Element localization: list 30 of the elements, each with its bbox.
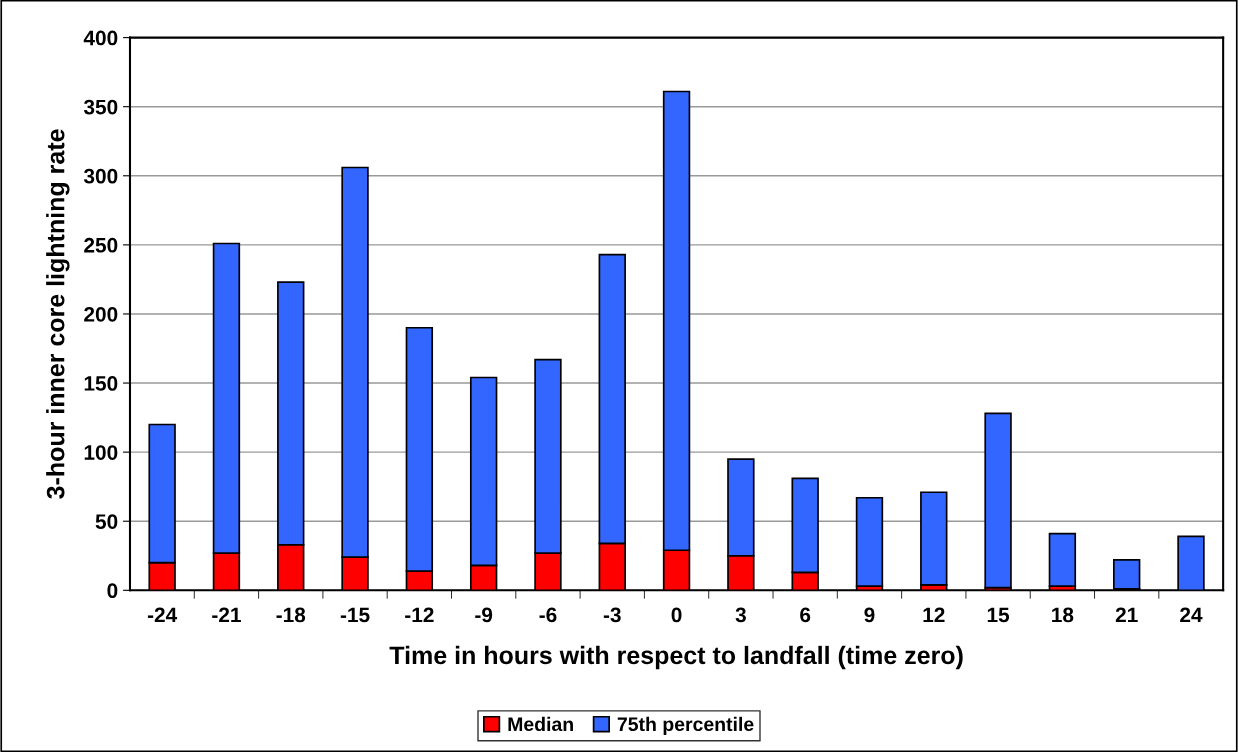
- x-axis-title: Time in hours with respect to landfall (time zero): [389, 645, 963, 670]
- y-tick-label: 300: [83, 168, 118, 184]
- legend-label: 75th percentile: [617, 716, 754, 735]
- x-tick-label: -24: [147, 607, 178, 623]
- y-tick-label: 200: [84, 306, 118, 322]
- y-tick-label: 350: [83, 99, 118, 115]
- y-tick-label: 150: [84, 376, 118, 391]
- legend-label: Median: [508, 716, 573, 732]
- x-tick-label: 18: [1052, 607, 1074, 623]
- y-tick-label: 0: [107, 583, 118, 599]
- y-tick-label: 50: [95, 514, 118, 529]
- x-tick-label: -9: [475, 607, 493, 623]
- x-tick-label: 9: [864, 607, 875, 623]
- x-tick-label: -21: [212, 607, 241, 623]
- x-tick-label: 24: [1180, 607, 1203, 623]
- x-tick-label: 12: [923, 607, 945, 623]
- y-tick-label: 400: [83, 30, 118, 46]
- x-tick-label: 0: [671, 607, 682, 623]
- y-axis-title: 3-hour inner core lightning rate: [46, 129, 70, 499]
- y-tick-label: 250: [84, 237, 118, 253]
- x-tick-label: -6: [539, 607, 557, 623]
- x-tick-label: 6: [800, 607, 811, 623]
- x-tick-label: 21: [1115, 607, 1138, 623]
- y-tick-label: 100: [84, 445, 118, 460]
- x-tick-label: 15: [987, 607, 1010, 623]
- x-tick-label: -18: [276, 607, 306, 623]
- x-tick-label: -3: [603, 607, 621, 623]
- x-tick-label: 3: [735, 607, 746, 623]
- x-tick-label: -12: [405, 607, 434, 623]
- x-tick-label: -15: [340, 607, 370, 623]
